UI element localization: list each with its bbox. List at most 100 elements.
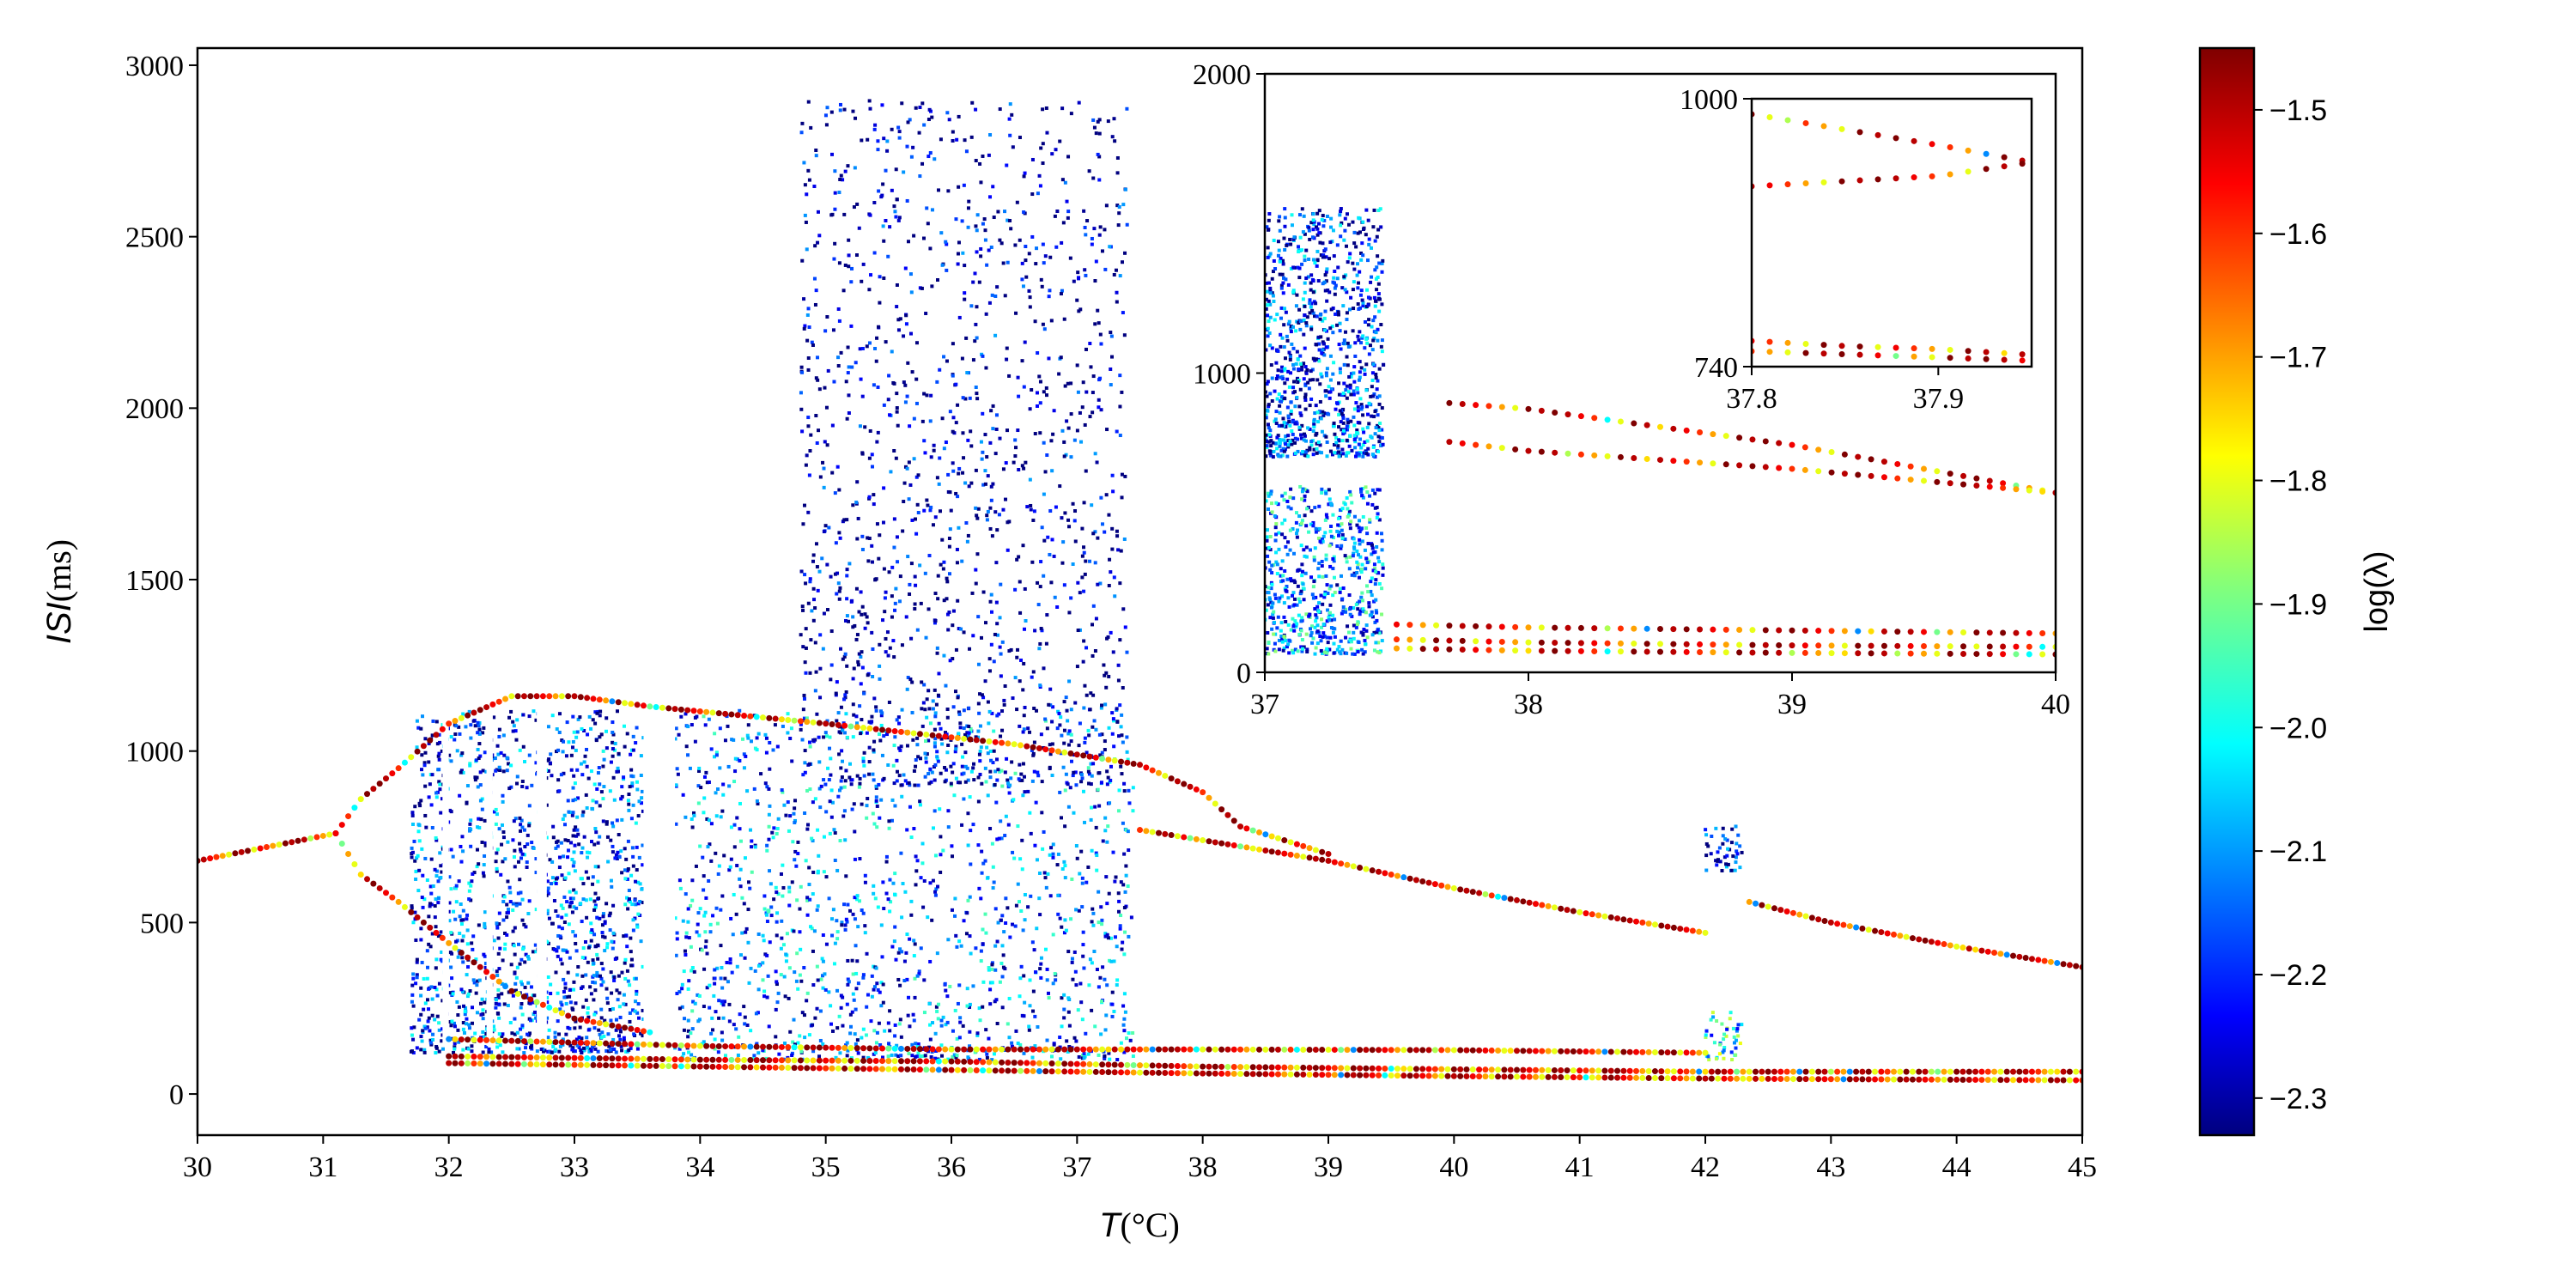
chaotic-point [453, 1042, 457, 1046]
chaotic-point [822, 735, 826, 739]
chaotic-point [844, 618, 848, 623]
chaotic-point [995, 778, 999, 782]
data-point [690, 708, 697, 714]
chaotic-point [1087, 733, 1091, 738]
chaotic-point [991, 761, 995, 765]
chaotic-point [979, 246, 983, 251]
data-point [1746, 898, 1753, 905]
chaotic-point [798, 973, 802, 977]
chaotic-point [1028, 811, 1032, 815]
chaotic-point [951, 374, 955, 378]
chaotic-point [974, 468, 978, 472]
chaotic-point [467, 709, 471, 714]
chaotic-point [532, 1012, 536, 1017]
chaotic-point [799, 884, 803, 889]
chaotic-point [1070, 960, 1074, 964]
chaotic-point [1021, 928, 1025, 933]
chaotic-point [896, 423, 900, 428]
chaotic-point [933, 711, 938, 715]
chaotic-point [586, 1005, 590, 1010]
chaotic-point [1100, 750, 1104, 755]
chaotic-point [546, 886, 550, 890]
chaotic-point [601, 914, 605, 919]
chaotic-point [1062, 700, 1066, 704]
chaotic-point [588, 985, 592, 989]
data-point [1564, 1048, 1571, 1054]
chaotic-point [748, 828, 752, 832]
chaotic-point [599, 732, 604, 737]
chaotic-point [430, 773, 434, 777]
chaotic-point [975, 1031, 980, 1036]
chaotic-point [595, 915, 599, 920]
data-point [1200, 837, 1206, 844]
chaotic-point [939, 771, 943, 775]
chaotic-point [562, 823, 567, 827]
chaotic-point [1024, 258, 1028, 263]
chaotic-point [547, 1028, 551, 1032]
chaotic-point [1122, 1029, 1127, 1033]
chaotic-point [908, 331, 913, 336]
chaotic-point [484, 1044, 489, 1048]
chaotic-point [944, 683, 948, 688]
data-point [307, 835, 314, 841]
data-point [684, 707, 691, 714]
chaotic-point [707, 780, 711, 784]
data-point [734, 1043, 741, 1050]
chaotic-point [909, 562, 914, 566]
data-point [1696, 1049, 1703, 1056]
chaotic-point [1115, 529, 1119, 533]
chaotic-point [1097, 985, 1101, 989]
chaotic-point [410, 983, 415, 987]
data-point [376, 781, 383, 787]
chaotic-point [906, 1013, 910, 1018]
data-point [653, 704, 659, 711]
chaotic-point [981, 411, 985, 416]
chaotic-point [571, 714, 575, 719]
chaotic-point [838, 730, 842, 734]
chaotic-point [527, 753, 532, 757]
chaotic-point [958, 1020, 963, 1024]
chaotic-point [506, 910, 510, 914]
data-point [1376, 1047, 1382, 1054]
data-point [1024, 1060, 1030, 1066]
chaotic-point [586, 1015, 591, 1019]
chaotic-point [1069, 381, 1073, 386]
chaotic-point [1084, 880, 1089, 884]
chaotic-point [1089, 782, 1093, 787]
data-point [1118, 1061, 1125, 1068]
chaotic-point [583, 956, 587, 960]
chaotic-point [596, 879, 600, 884]
chaotic-point [1123, 930, 1127, 934]
chaotic-point [846, 977, 850, 981]
data-point [923, 732, 930, 738]
chaotic-point [1012, 856, 1017, 860]
chaotic-point [612, 975, 617, 980]
chaotic-point [961, 396, 965, 400]
chaotic-point [800, 121, 805, 125]
chaotic-point [957, 240, 961, 245]
data-point [1558, 1048, 1564, 1054]
data-point [1796, 911, 1803, 918]
chaotic-point [892, 448, 896, 453]
chaotic-point [679, 714, 683, 719]
chaotic-point [574, 798, 578, 802]
chaotic-point [1075, 363, 1079, 368]
data-point [1268, 833, 1275, 840]
chaotic-point [1093, 530, 1097, 534]
gap-band [442, 706, 449, 1047]
chaotic-point [969, 769, 974, 774]
chaotic-point [1023, 1000, 1027, 1005]
chaotic-point [1097, 321, 1101, 325]
chaotic-point [985, 1052, 989, 1056]
chaotic-point [813, 1016, 817, 1020]
chaotic-point [1022, 661, 1026, 665]
chaotic-point [1030, 675, 1034, 679]
data-point [628, 1041, 635, 1048]
chaotic-point [1735, 841, 1739, 846]
chaotic-point [422, 1048, 427, 1052]
chaotic-point [411, 920, 416, 925]
chaotic-point [505, 769, 509, 773]
chaotic-point [764, 736, 769, 740]
chaotic-point [807, 866, 811, 870]
